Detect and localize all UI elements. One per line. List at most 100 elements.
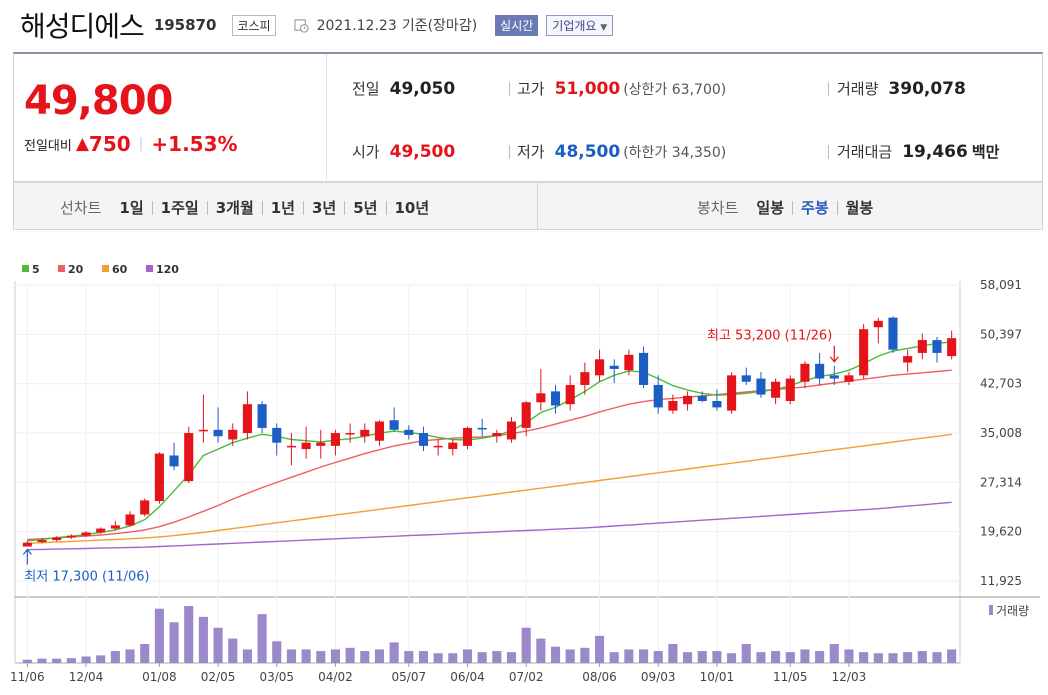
volume-bar — [316, 651, 326, 663]
triangle-up-icon: ▲ — [75, 134, 89, 154]
separator: | — [138, 136, 144, 152]
volume-bar — [462, 649, 473, 663]
period-3month[interactable]: 3개월 — [215, 199, 254, 217]
volume-bar — [580, 647, 590, 663]
legend-label-20: 20 — [68, 263, 84, 276]
period-1year[interactable]: 1년 — [270, 199, 295, 217]
low-cell: 저가 48,500 (하한가 34,350) — [517, 141, 726, 162]
candle-body — [653, 384, 663, 408]
volume-bar — [213, 627, 223, 663]
volume-bar — [37, 658, 47, 663]
legend-swatch-120 — [146, 265, 153, 272]
candle-body — [301, 442, 311, 450]
divider — [385, 200, 387, 215]
volume-bar — [22, 659, 32, 663]
period-monthly[interactable]: 월봉 — [845, 199, 874, 217]
volume-bar — [169, 622, 179, 663]
period-5year[interactable]: 5년 — [353, 199, 378, 217]
volume-bar — [286, 649, 296, 663]
candle-body — [668, 400, 678, 411]
volume-bar — [448, 653, 458, 663]
volume-bar — [565, 649, 575, 663]
candle-body — [903, 356, 913, 363]
date-info: 2021.12.23 기준(장마감) — [317, 15, 478, 35]
volume-value: 390,078 — [888, 79, 966, 99]
volume-bar — [800, 649, 810, 663]
x-tick-label: 10/01 — [700, 670, 735, 684]
candle-body — [404, 429, 414, 435]
legend-label-60: 60 — [112, 263, 128, 276]
candle-body — [712, 400, 722, 408]
min-annotation: 최저 17,300 (11/06) — [24, 570, 149, 585]
current-price: 49,800 — [24, 78, 173, 124]
y-tick-label: 58,091 — [980, 278, 1022, 292]
legend-label-5: 5 — [32, 263, 40, 276]
divider — [151, 200, 153, 215]
candle-body — [154, 453, 164, 502]
period-weekly[interactable]: 주봉 — [801, 199, 829, 217]
ma120-line — [27, 501, 952, 551]
y-tick-label: 35,008 — [980, 426, 1022, 440]
stock-chart[interactable]: 5 20 60 120 58,091 50,397 42,703 35,008 27,314 1… — [0, 255, 1048, 695]
volume-bar — [873, 653, 883, 663]
volume-bar — [125, 649, 135, 663]
legend-swatch-20 — [58, 265, 65, 272]
period-1week[interactable]: 1주일 — [160, 199, 199, 217]
company-overview-label: 기업개요 — [552, 18, 597, 33]
realtime-button[interactable]: 실시간 — [495, 14, 539, 36]
low-value: 48,500 — [554, 142, 621, 162]
period-daily[interactable]: 일봉 — [756, 199, 785, 217]
volume-bar — [52, 658, 62, 663]
volume-bar — [110, 651, 120, 663]
candle-body — [815, 363, 825, 379]
candle-body — [785, 378, 795, 401]
x-tick-label: 03/05 — [259, 670, 294, 684]
divider — [792, 200, 794, 215]
candle-body — [550, 391, 561, 406]
y-tick-label: 27,314 — [980, 475, 1022, 489]
amount-cell: 거래대금 19,466 백만 — [837, 141, 999, 162]
candle-body — [169, 455, 179, 467]
amount-unit: 백만 — [971, 143, 1000, 161]
x-tick-label: 09/03 — [641, 670, 676, 684]
candle-body — [110, 525, 120, 529]
candle-body — [140, 500, 150, 515]
candle-body — [859, 329, 869, 376]
x-tick-label: 08/06 — [582, 670, 617, 684]
candle-body — [506, 421, 517, 440]
candle-body — [873, 320, 883, 328]
divider — [509, 145, 510, 159]
chart-legend: 5 20 60 120 — [22, 263, 179, 276]
change-label: 전일대비 — [24, 138, 72, 154]
ma60-line — [27, 433, 952, 544]
candle-body — [96, 528, 106, 533]
volume-bar — [697, 651, 707, 663]
candle-body — [228, 429, 238, 440]
legend-label-120: 120 — [156, 263, 179, 276]
candle-body — [418, 433, 429, 446]
candle-body — [242, 404, 252, 434]
volume-bar — [272, 641, 282, 663]
y-tick-label: 42,703 — [980, 377, 1022, 391]
lower-limit: (하한가 34,350) — [623, 145, 727, 161]
x-axis: 11/06 12/04 01/08 02/05 03/05 04/02 05/07 06/04… — [10, 663, 866, 684]
high-label: 고가 — [517, 80, 545, 98]
caret-down-icon: ▼ — [600, 22, 608, 33]
candle-body — [844, 375, 854, 382]
candle-body — [741, 375, 751, 382]
volume-legend-label: 거래량 — [996, 604, 1029, 618]
company-overview-button[interactable]: 기업개요 ▼ — [546, 14, 614, 36]
candle-body — [594, 359, 605, 376]
volume-bar — [859, 652, 869, 663]
volume-bar — [477, 652, 487, 663]
price-summary: 49,800 전일대비 ▲ 750 | +1.53% 전일 49,050 시가 … — [13, 52, 1043, 182]
period-1day[interactable]: 1일 — [119, 199, 144, 217]
volume-bar — [624, 649, 634, 663]
period-10year[interactable]: 10년 — [394, 199, 430, 217]
low-label: 저가 — [517, 143, 545, 161]
x-tick-label: 01/08 — [142, 670, 177, 684]
volume-bar — [844, 649, 854, 663]
candle-body — [756, 378, 766, 395]
volume-bar — [815, 651, 825, 663]
period-3year[interactable]: 3년 — [312, 199, 337, 217]
